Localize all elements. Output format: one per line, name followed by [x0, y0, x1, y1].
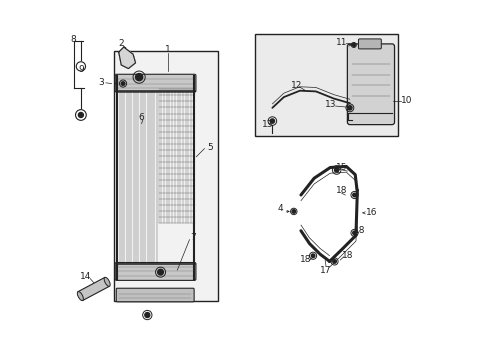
Circle shape — [270, 119, 274, 123]
Ellipse shape — [104, 277, 110, 286]
Circle shape — [347, 106, 351, 110]
Text: 15: 15 — [335, 163, 346, 172]
FancyBboxPatch shape — [116, 288, 194, 302]
Text: 9: 9 — [78, 65, 83, 74]
Circle shape — [332, 260, 336, 263]
Circle shape — [291, 210, 295, 213]
Text: 13: 13 — [262, 120, 273, 129]
Text: 11: 11 — [335, 38, 346, 47]
Circle shape — [352, 44, 354, 46]
Circle shape — [135, 73, 142, 81]
Bar — [255, 33, 397, 136]
Bar — [114, 51, 217, 301]
Circle shape — [78, 112, 83, 117]
Text: 8: 8 — [71, 36, 77, 45]
Text: 5: 5 — [207, 143, 213, 152]
Text: 2: 2 — [118, 39, 124, 48]
Polygon shape — [78, 278, 109, 301]
Text: 3: 3 — [99, 78, 104, 87]
Text: 14: 14 — [80, 272, 91, 281]
Text: 1: 1 — [164, 45, 170, 54]
Circle shape — [352, 231, 356, 235]
Text: 6: 6 — [139, 113, 144, 122]
Text: 13: 13 — [325, 100, 336, 109]
Ellipse shape — [77, 292, 83, 301]
Circle shape — [157, 269, 163, 275]
FancyBboxPatch shape — [115, 74, 196, 92]
Text: 4: 4 — [277, 204, 283, 213]
Text: 17: 17 — [320, 266, 331, 275]
FancyBboxPatch shape — [115, 262, 196, 280]
FancyBboxPatch shape — [358, 39, 381, 49]
Text: 16: 16 — [365, 208, 376, 217]
Text: 12: 12 — [290, 81, 302, 90]
Text: 18: 18 — [353, 225, 365, 234]
Text: 10: 10 — [401, 96, 412, 105]
Circle shape — [144, 312, 149, 318]
Text: 18: 18 — [335, 186, 346, 195]
Text: 18: 18 — [300, 255, 311, 264]
Circle shape — [311, 254, 314, 257]
Circle shape — [352, 193, 356, 197]
Circle shape — [334, 168, 338, 172]
Polygon shape — [119, 47, 135, 68]
Circle shape — [121, 82, 124, 85]
Text: 7: 7 — [189, 233, 195, 242]
FancyBboxPatch shape — [346, 44, 394, 125]
Text: 18: 18 — [341, 251, 352, 260]
